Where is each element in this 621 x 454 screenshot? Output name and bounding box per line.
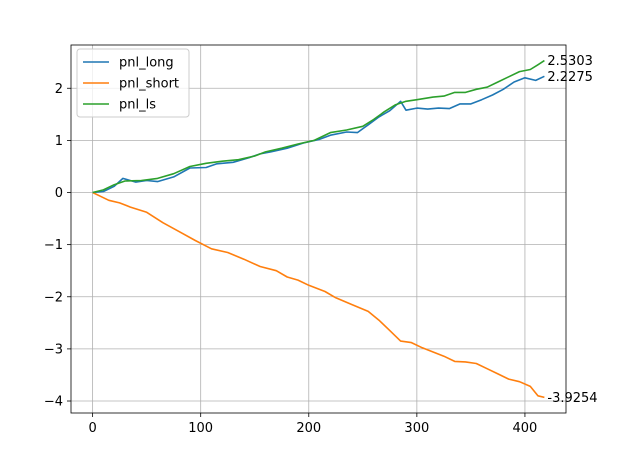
end-label-pnl-ls: 2.5303 (547, 54, 593, 69)
end-labels: 2.2275 -3.9254 2.5303 (547, 54, 597, 406)
plot-area (92, 59, 545, 399)
axis-ticks: 0 100 200 300 400 −4 −3 −2 −1 0 1 2 (44, 82, 538, 436)
legend-label: pnl_short (119, 77, 179, 92)
y-tick-label: −2 (44, 290, 63, 305)
x-tick-label: 400 (513, 421, 538, 436)
x-tick-label: 0 (88, 421, 96, 436)
end-label-pnl-short: -3.9254 (547, 391, 597, 406)
series-line-pnl-ls (92, 59, 545, 194)
x-tick-label: 200 (296, 421, 321, 436)
legend: pnl_long pnl_short pnl_ls (76, 48, 190, 118)
end-label-pnl-long: 2.2275 (547, 70, 593, 85)
axes-frame (70, 44, 567, 414)
series-line-pnl-short (92, 191, 545, 399)
legend-label: pnl_ls (119, 98, 156, 113)
y-tick-label: −3 (44, 342, 63, 357)
x-tick-label: 100 (188, 421, 213, 436)
legend-box (76, 48, 190, 118)
legend-label: pnl_long (119, 56, 174, 71)
x-tick-label: 300 (404, 421, 429, 436)
y-tick-label: −1 (44, 238, 63, 253)
y-tick-label: 2 (55, 82, 63, 97)
y-tick-label: −4 (44, 395, 63, 410)
y-tick-label: 1 (55, 134, 63, 149)
series-line-pnl-long (92, 75, 545, 194)
y-tick-label: 0 (55, 186, 63, 201)
